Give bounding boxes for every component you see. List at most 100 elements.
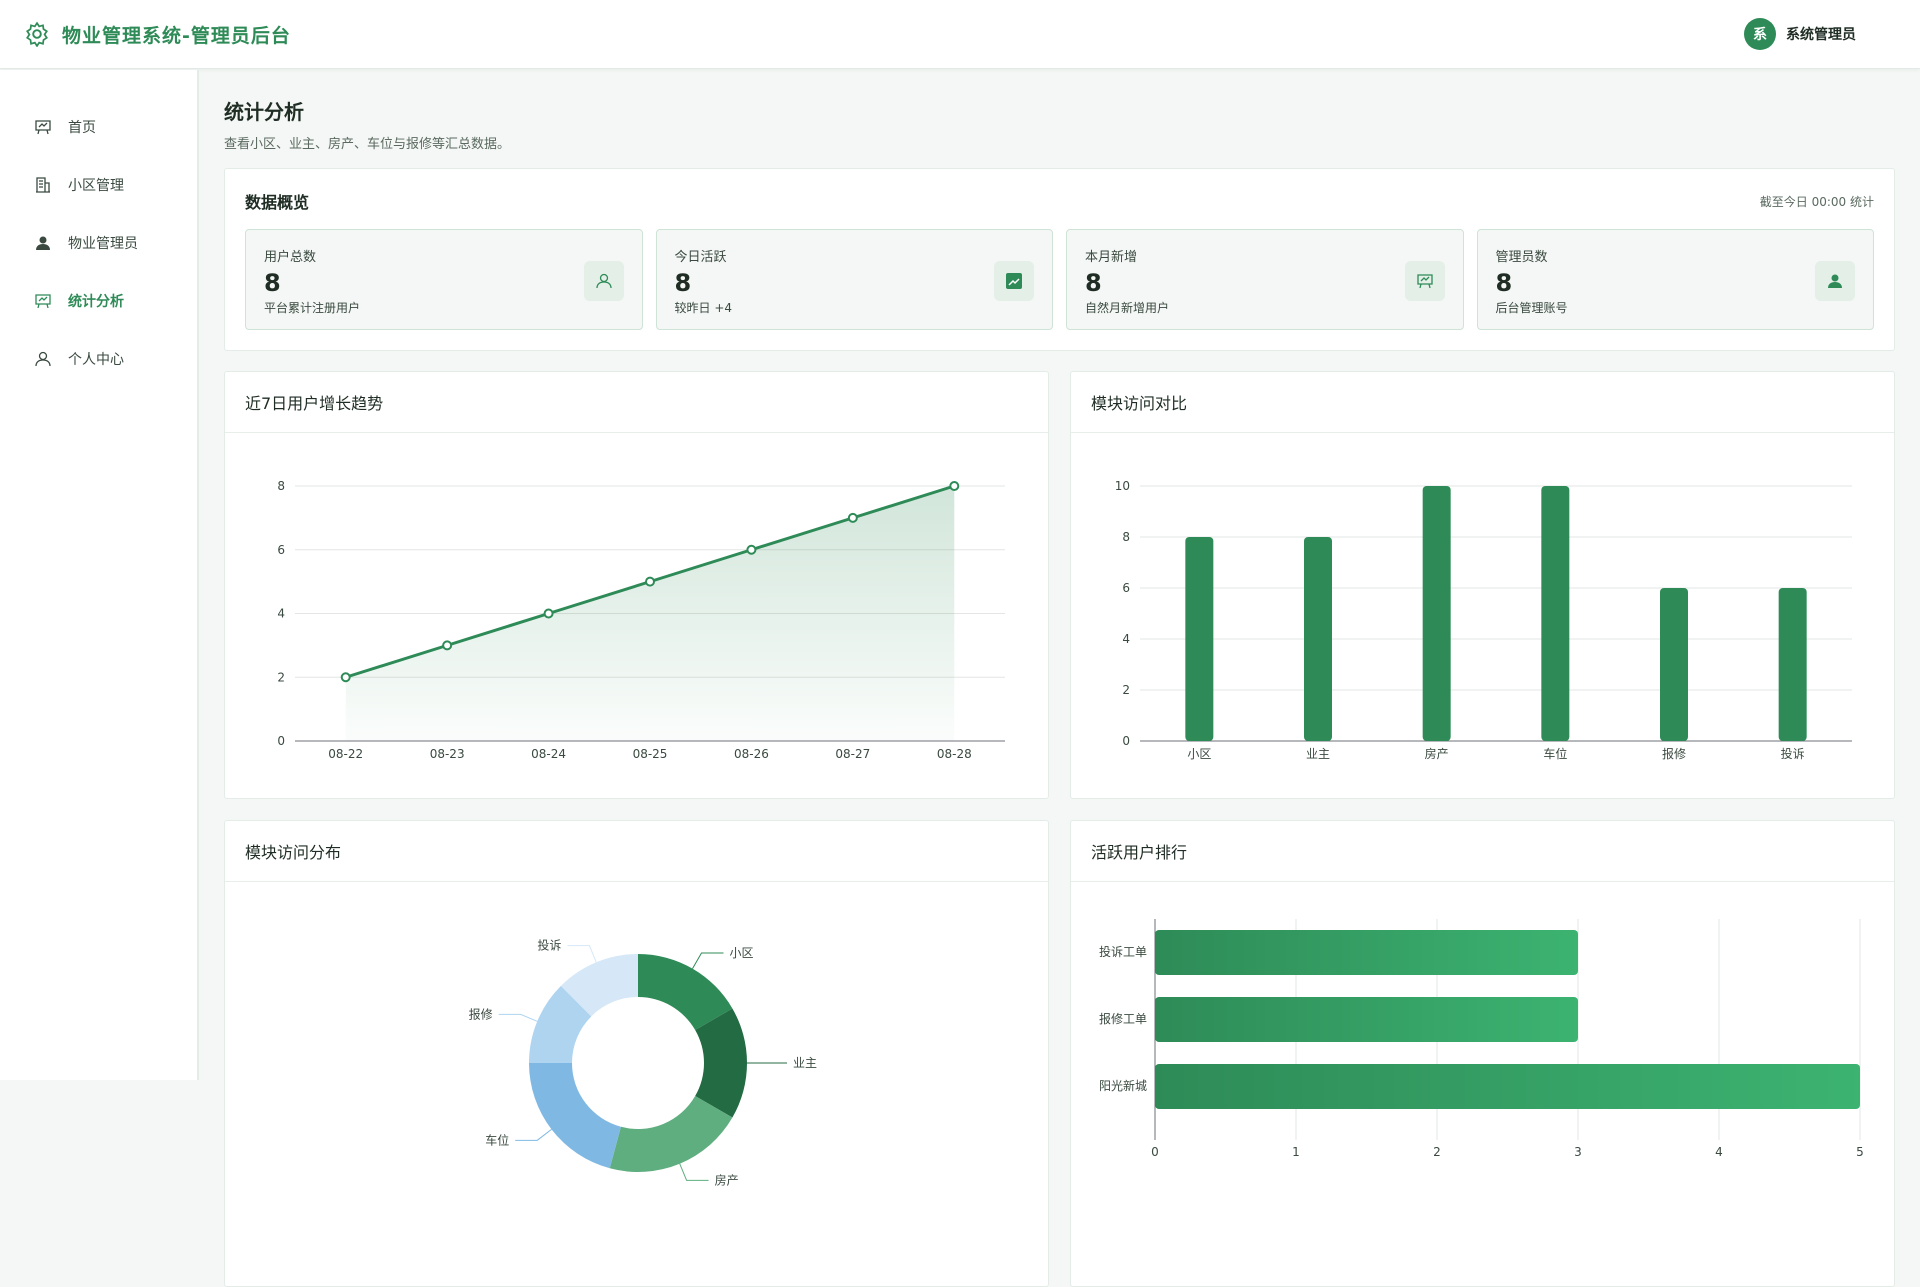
bar [1422,486,1451,741]
menu-item[interactable]: 个人中心 [0,330,197,388]
leader-line [515,1128,552,1141]
slice [638,954,733,1030]
stat-icon [1815,261,1855,301]
stat-card: 用户总数 8 平台累计注册用户 [245,229,643,330]
y-tick-label: 8 [1122,530,1130,544]
x-tick-label: 小区 [1187,747,1211,761]
y-tick-label: 4 [1122,632,1130,646]
stat-label: 本月新增 [1085,250,1138,265]
bar [1155,930,1578,975]
bar [1155,1064,1860,1109]
chart-title: 近7日用户增长趋势 [225,372,1048,433]
stat-value: 8 [674,269,692,297]
stat-card: 今日活跃 8 较昨日 +4 [655,229,1053,330]
slice-label: 报修 [469,1006,493,1021]
slice [609,1096,733,1172]
menu-label: 物业管理员 [68,236,138,252]
chart-card: 模块访问对比 0 2 4 6 8 10 小区 业主 房产 车位 报修 投诉 [1070,371,1895,799]
slice [529,985,592,1063]
leader-line [567,945,597,963]
y-tick-label: 4 [277,607,285,621]
y-tick-label: 6 [1122,581,1130,595]
stat-note: 自然月新增用户 [1085,301,1170,315]
chart-card: 近7日用户增长趋势 0 2 4 6 8 08-22 08-23 08-24 08-25 08-26 0… [224,371,1049,799]
menu-label: 统计分析 [68,294,124,310]
overview-note: 截至今日 00:00 统计 [1759,194,1874,209]
menu-item[interactable]: 首页 [0,98,197,156]
chart-title: 活跃用户排行 [1071,821,1894,882]
x-tick-label: 0 [1151,1145,1159,1159]
x-tick-label: 5 [1856,1145,1864,1159]
user-menu[interactable]: 系系统管理员 [1744,18,1856,50]
slice-label: 投诉 [537,938,561,953]
stat-note: 平台累计注册用户 [264,301,361,315]
bar [1304,537,1332,741]
menu-item[interactable]: 物业管理员 [0,214,197,272]
stat-note: 后台管理账号 [1495,301,1568,315]
x-tick-label: 08-27 [835,747,870,761]
leader-line [498,1013,538,1022]
menu-item[interactable]: 统计分析 [0,272,197,330]
user-name: 系统管理员 [1786,27,1856,43]
x-tick-label: 3 [1574,1145,1582,1159]
x-tick-label: 08-28 [937,747,972,761]
y-tick-label: 投诉工单 [1099,944,1147,959]
point [746,544,757,555]
y-tick-label: 6 [277,543,285,557]
leader-line [692,952,724,969]
x-tick-label: 报修 [1662,746,1686,761]
x-tick-label: 08-23 [430,747,465,761]
stat-card: 本月新增 8 自然月新增用户 [1066,229,1464,330]
bar [1155,997,1578,1042]
x-tick-label: 业主 [1306,747,1330,761]
stat-value: 8 [1085,269,1102,297]
stat-icon [583,261,624,301]
x-tick-label: 投诉 [1781,746,1805,761]
content: 统计分析 查看小区、业主、房产、车位与报修等汇总数据。 数据概览 截至今日 00:… [224,70,1895,1287]
point [543,608,554,619]
y-tick-label: 2 [1122,683,1130,697]
slice-label: 车位 [485,1132,509,1147]
bar [1778,588,1807,741]
stat-label: 用户总数 [264,250,317,265]
slice-label: 小区 [730,946,754,960]
leader-line [679,1163,709,1181]
menu-item[interactable]: 小区管理 [0,156,197,214]
y-tick-label: 0 [1122,734,1130,748]
logo [26,21,48,47]
stat-card: 管理员数 8 后台管理账号 [1476,229,1874,330]
point [340,672,351,683]
menu-label: 个人中心 [68,352,124,368]
bar [1660,588,1688,741]
chart-title: 模块访问对比 [1071,372,1894,433]
chart: 0 2 4 6 8 08-22 08-23 08-24 08-25 08-26 08-27 08-28 [277,479,1005,761]
header: 物业管理系统-管理员后台 系系统管理员 [0,0,1920,69]
sidebar: 首页 小区管理 物业管理员 统计分析 个人中心 [0,70,199,1080]
x-tick-label: 08-24 [531,747,566,761]
x-tick-label: 车位 [1543,746,1567,761]
stat-value: 8 [1495,269,1513,297]
area [345,486,955,741]
stat-note: 较昨日 +4 [674,301,733,315]
avatar: 系 [1744,18,1776,50]
x-tick-label: 08-22 [328,747,363,761]
point [645,576,655,587]
chart: 0 2 4 6 8 10 小区 业主 房产 车位 报修 投诉 [1115,479,1852,761]
point [847,512,858,523]
app-title: 物业管理系统-管理员后台 [62,24,291,47]
y-tick-label: 8 [277,479,285,493]
stat-icon [1404,261,1445,301]
y-tick-label: 2 [277,670,285,684]
bar [1185,537,1214,741]
chart-card: 活跃用户排行 0 1 2 3 4 5 投诉工单 报修工单 阳光新城 [1070,820,1895,1287]
x-tick-label: 1 [1292,1145,1300,1159]
stat-label: 管理员数 [1495,250,1548,265]
page-title: 统计分析 [224,100,304,124]
x-tick-label: 房产 [1425,746,1449,761]
y-tick-label: 0 [277,734,285,748]
slice-label: 房产 [715,1172,739,1187]
slice [560,954,638,1017]
stat-label: 今日活跃 [674,250,727,265]
